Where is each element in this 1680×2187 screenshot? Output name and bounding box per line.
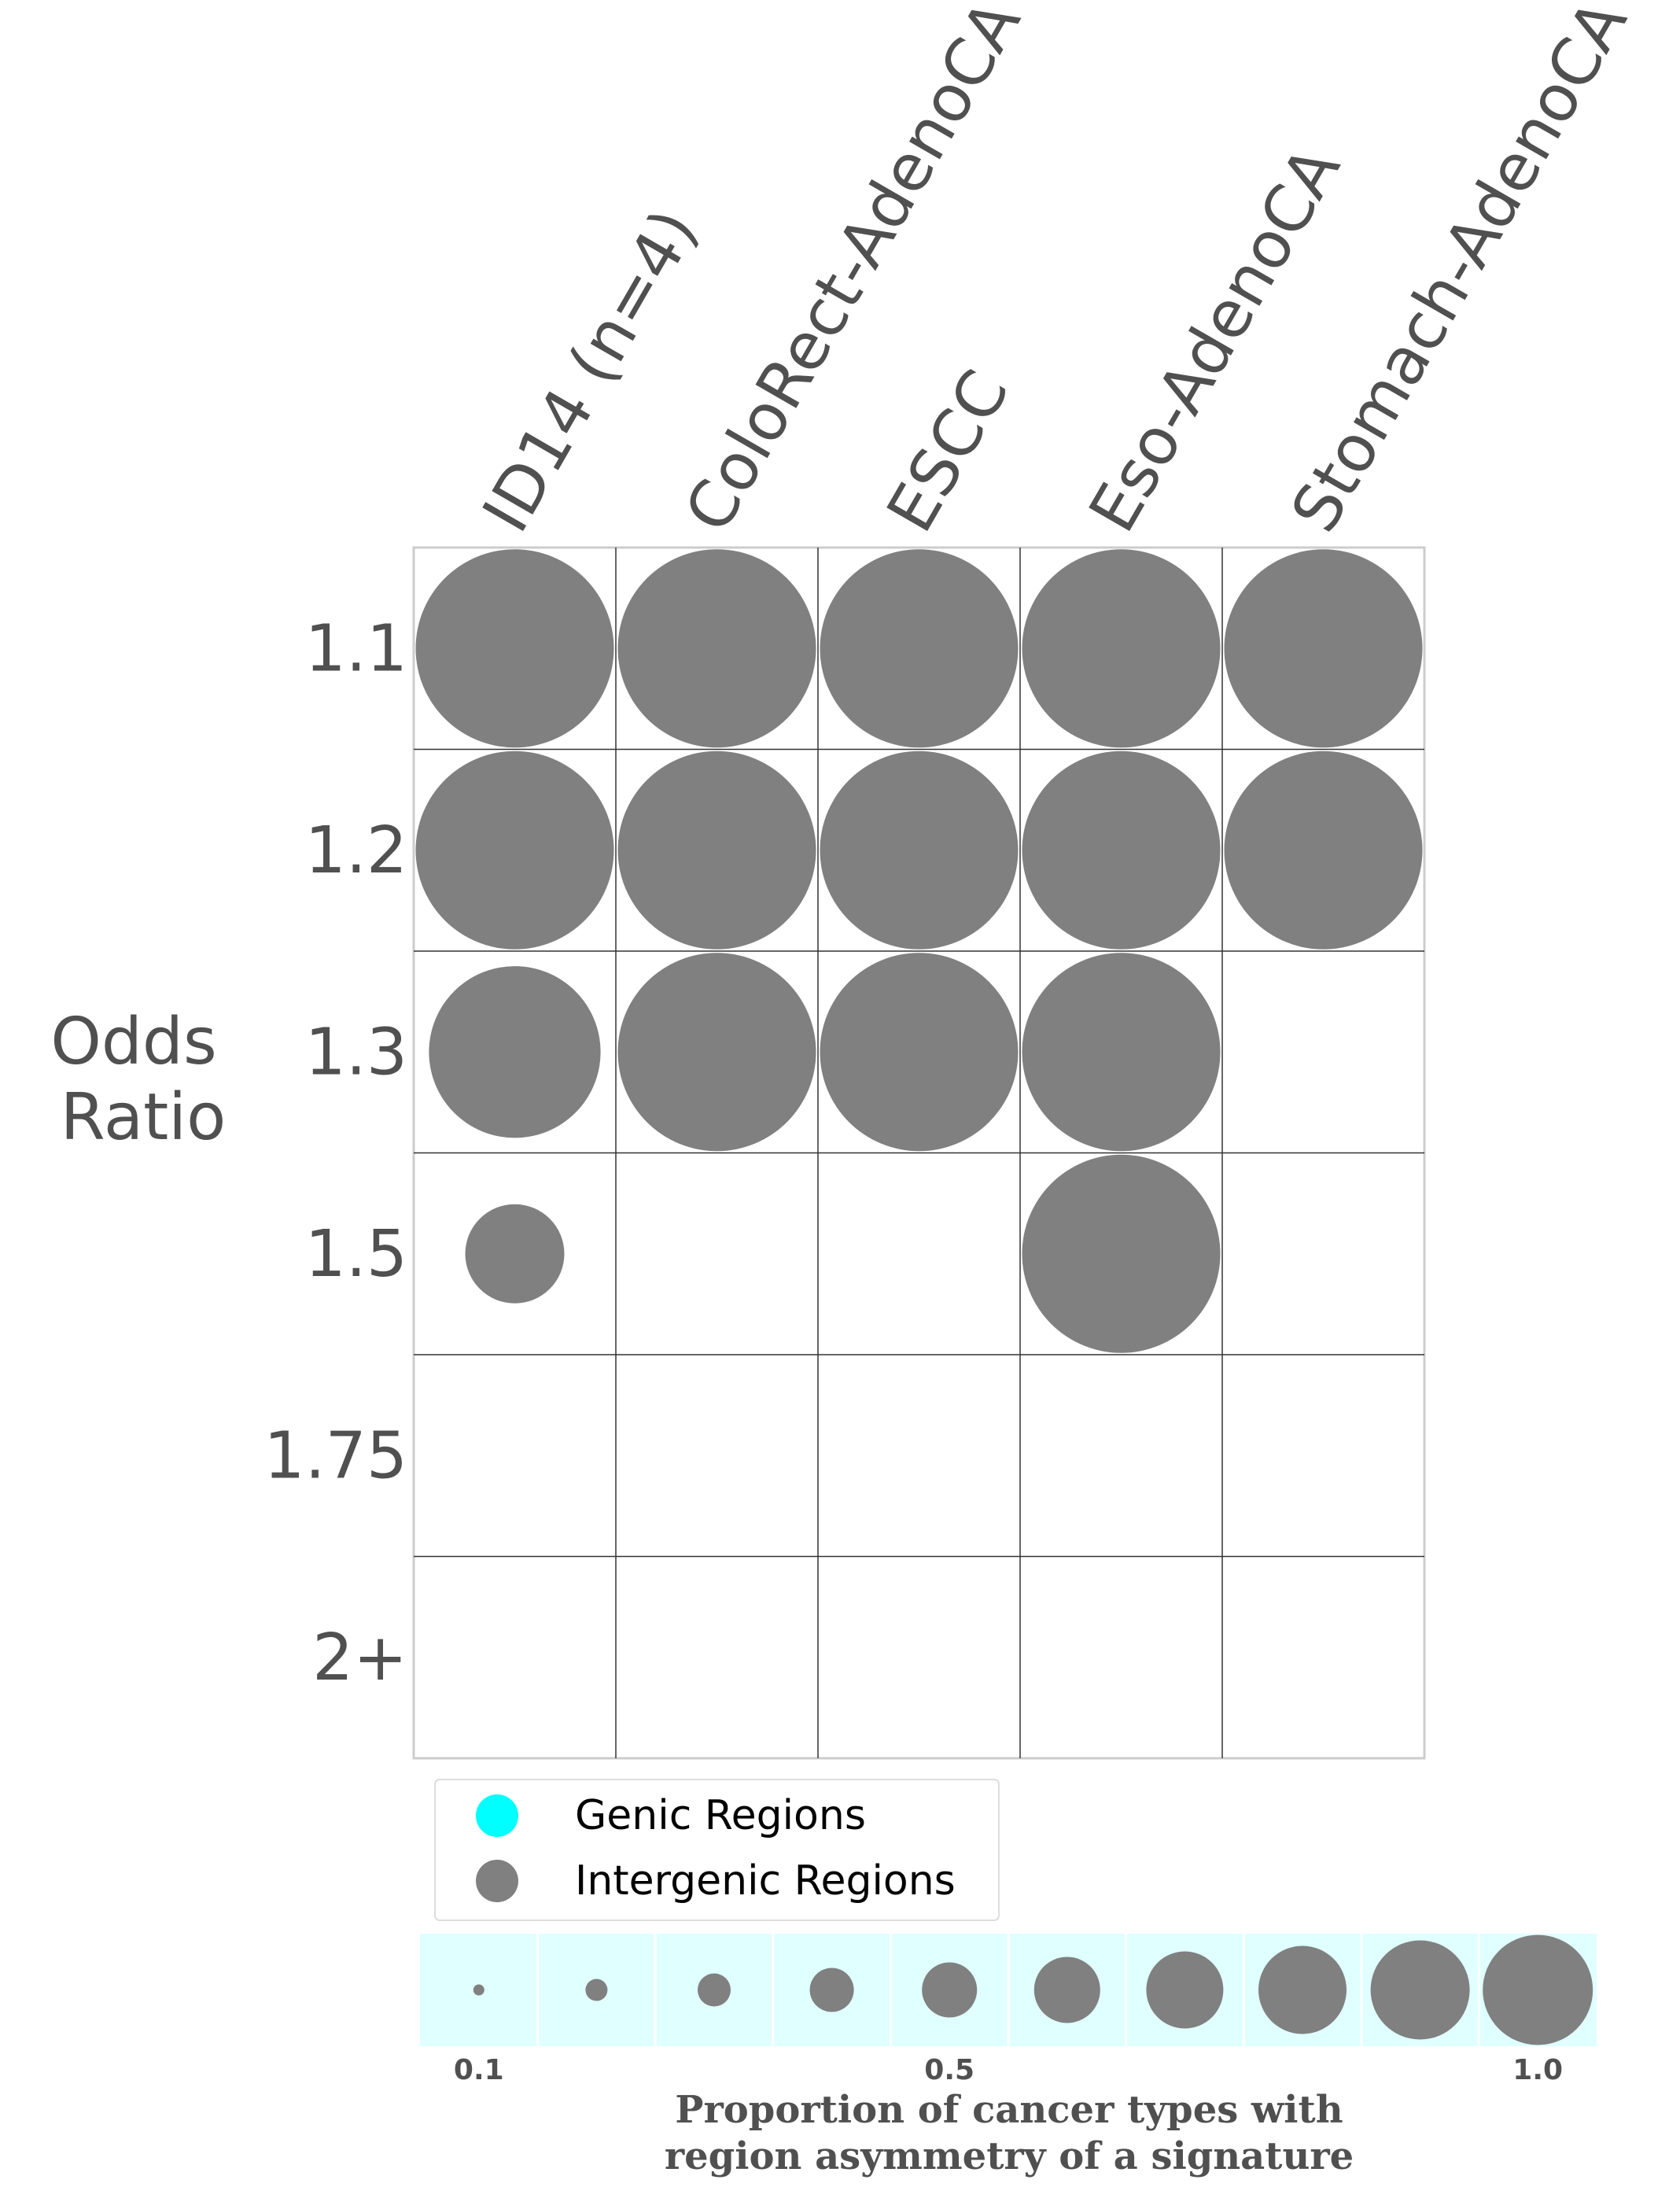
series-legend: Genic Regions Intergenic Regions	[434, 1779, 1000, 1921]
size-legend: 0.1 0.5 1.0	[420, 1934, 1597, 2086]
bubble	[820, 751, 1019, 950]
legend-box	[434, 1779, 1000, 1921]
bubble	[1022, 953, 1221, 1152]
size-legend-bubble	[1258, 1945, 1347, 2034]
y-tick-label: 1.75	[263, 1418, 407, 1493]
size-legend-bubble	[585, 1979, 608, 2001]
legend-marker-genic	[476, 1794, 518, 1837]
bubble	[1022, 751, 1221, 950]
size-legend-bubble	[1146, 1951, 1224, 2029]
x-tick-label: ESCC	[873, 358, 1023, 544]
grid	[412, 546, 1426, 1760]
y-axis-title-line-1: Odds	[50, 1005, 216, 1079]
size-legend-tick-label: 1.0	[1512, 2054, 1563, 2086]
size-legend-bubble	[1370, 1940, 1470, 2040]
size-legend-title-line-2: region asymmetry of a signature	[665, 2134, 1354, 2178]
size-legend-title-line-1: Proportion of cancer types with	[675, 2088, 1343, 2132]
bubble	[617, 953, 816, 1152]
x-tick-label: ID14 (n=4)	[469, 197, 713, 544]
bubble	[820, 953, 1019, 1152]
bubble	[415, 549, 614, 748]
y-tick-label: 1.1	[305, 611, 407, 686]
size-legend-bubble	[1033, 1956, 1100, 2023]
bubble	[465, 1204, 565, 1304]
size-legend-bubble	[698, 1973, 731, 2007]
legend-label-intergenic: Intergenic Regions	[575, 1857, 956, 1905]
size-legend-bubble	[1483, 1934, 1593, 2045]
bubble	[429, 966, 601, 1138]
legend-label-genic: Genic Regions	[575, 1792, 866, 1839]
size-legend-bubble	[922, 1962, 978, 2018]
y-tick-label: 1.3	[305, 1015, 407, 1090]
bubble	[415, 751, 614, 950]
size-legend-tick-label: 0.1	[454, 2054, 504, 2086]
x-tick-label: Stomach-AdenoCA	[1277, 0, 1641, 544]
size-legend-bubble	[809, 1968, 854, 2012]
y-axis-title-line-2: Ratio	[61, 1080, 227, 1155]
legend-marker-intergenic	[476, 1860, 518, 1902]
bubble	[1224, 549, 1423, 748]
y-tick-label: 1.2	[305, 813, 407, 888]
bubble	[1224, 751, 1423, 950]
bubble	[1022, 549, 1221, 748]
bubble	[1022, 1154, 1221, 1353]
bubble	[617, 751, 816, 950]
size-legend-bubble	[473, 1984, 484, 1996]
bubbles	[415, 549, 1423, 1353]
y-tick-label: 2+	[312, 1621, 407, 1695]
size-legend-tick-label: 0.5	[924, 2054, 974, 2086]
bubble	[617, 549, 816, 748]
y-tick-label: 1.5	[305, 1217, 407, 1292]
bubble	[820, 549, 1019, 748]
